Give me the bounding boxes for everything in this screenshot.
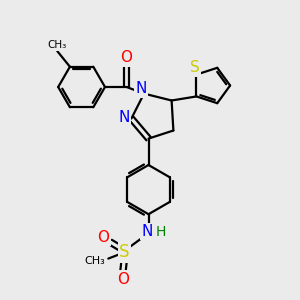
Text: N: N xyxy=(135,81,147,96)
Text: CH₃: CH₃ xyxy=(48,40,67,50)
Text: O: O xyxy=(121,50,133,65)
Text: N: N xyxy=(141,224,153,239)
Text: N: N xyxy=(118,110,130,124)
Text: O: O xyxy=(98,230,110,244)
Text: S: S xyxy=(119,243,130,261)
Text: S: S xyxy=(190,61,200,76)
Text: O: O xyxy=(117,272,129,286)
Text: H: H xyxy=(156,225,166,238)
Text: CH₃: CH₃ xyxy=(84,256,105,266)
